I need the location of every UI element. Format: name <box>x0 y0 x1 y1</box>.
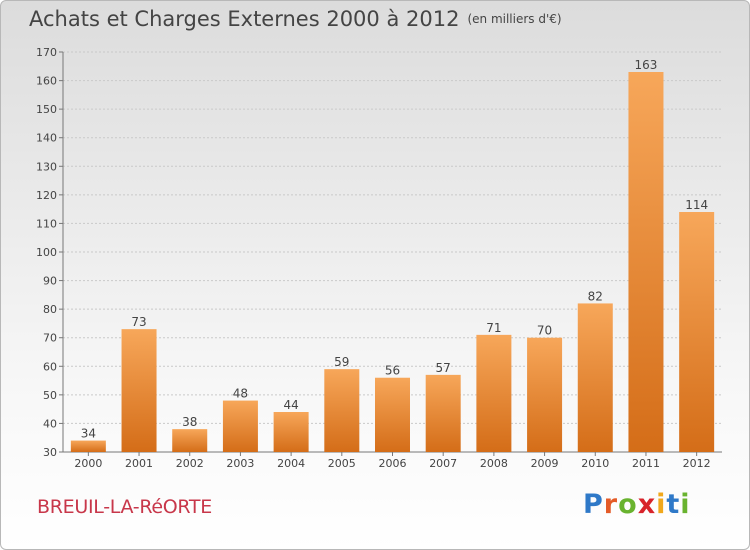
title-text: Achats et Charges Externes 2000 à 2012 <box>29 7 460 31</box>
data-label: 48 <box>233 387 248 401</box>
data-label: 56 <box>385 364 400 378</box>
logo-letter: i <box>680 489 691 520</box>
y-tick-label: 90 <box>43 275 57 288</box>
data-label: 44 <box>283 398 298 412</box>
x-tick-label: 2009 <box>531 457 559 470</box>
y-tick-label: 50 <box>43 389 57 402</box>
data-label: 57 <box>436 361 451 375</box>
bar-2008 <box>476 334 512 452</box>
bar-2004 <box>273 412 309 452</box>
logo-letter: r <box>603 489 619 520</box>
y-tick-label: 160 <box>36 75 57 88</box>
title-unit: (en milliers d'€) <box>467 12 562 26</box>
x-tick-label: 2004 <box>277 457 305 470</box>
data-label: 73 <box>131 315 146 329</box>
y-tick-label: 100 <box>36 246 57 259</box>
x-tick-label: 2010 <box>581 457 609 470</box>
data-label: 71 <box>486 321 501 335</box>
y-tick-label: 170 <box>36 46 57 59</box>
x-tick-label: 2008 <box>480 457 508 470</box>
y-tick-label: 110 <box>36 217 57 230</box>
x-tick-label: 2012 <box>683 457 711 470</box>
x-tick-label: 2002 <box>176 457 204 470</box>
logo-letter: P <box>583 489 604 520</box>
data-label: 34 <box>81 427 96 441</box>
y-tick-label: 130 <box>36 160 57 173</box>
x-tick-label: 2006 <box>379 457 407 470</box>
data-label: 59 <box>334 355 349 369</box>
x-tick-label: 2007 <box>429 457 457 470</box>
bar-2005 <box>324 369 360 452</box>
y-tick-label: 120 <box>36 189 57 202</box>
y-tick-label: 150 <box>36 103 57 116</box>
bar-2003 <box>222 400 258 452</box>
logo-letter: o <box>618 489 638 520</box>
chart-title: Achats et Charges Externes 2000 à 2012 (e… <box>29 7 562 31</box>
bar-2000 <box>70 440 106 452</box>
logo-letter: x <box>637 489 657 520</box>
bar-2012 <box>679 212 715 452</box>
y-tick-label: 30 <box>43 446 57 459</box>
commune-name: BREUIL-LA-RéORTE <box>37 496 212 518</box>
x-tick-label: 2001 <box>125 457 153 470</box>
y-tick-label: 70 <box>43 332 57 345</box>
bar-2001 <box>121 329 157 452</box>
data-label: 163 <box>635 58 658 72</box>
proxiti-logo: Proxiti <box>583 489 691 520</box>
bar-2007 <box>425 374 461 452</box>
y-tick-label: 40 <box>43 417 57 430</box>
data-label: 38 <box>182 415 197 429</box>
logo-letter: t <box>666 489 681 520</box>
data-label: 82 <box>588 289 603 303</box>
data-label: 70 <box>537 324 552 338</box>
data-label: 114 <box>685 198 708 212</box>
bar-2010 <box>577 303 613 452</box>
x-tick-label: 2011 <box>632 457 660 470</box>
y-tick-label: 80 <box>43 303 57 316</box>
y-tick-label: 140 <box>36 132 57 145</box>
bar-2002 <box>172 429 208 452</box>
logo-letter: i <box>656 489 667 520</box>
y-tick-label: 60 <box>43 360 57 373</box>
bar-2011 <box>628 72 664 452</box>
bar-2006 <box>375 377 410 452</box>
bars <box>70 72 715 452</box>
x-tick-label: 2005 <box>328 457 356 470</box>
x-tick-label: 2003 <box>226 457 254 470</box>
data-labels: 34 73 38 48 44 59 56 57 71 70 82 163 114 <box>81 58 708 441</box>
bar-2009 <box>527 337 563 452</box>
x-tick-label: 2000 <box>74 457 102 470</box>
